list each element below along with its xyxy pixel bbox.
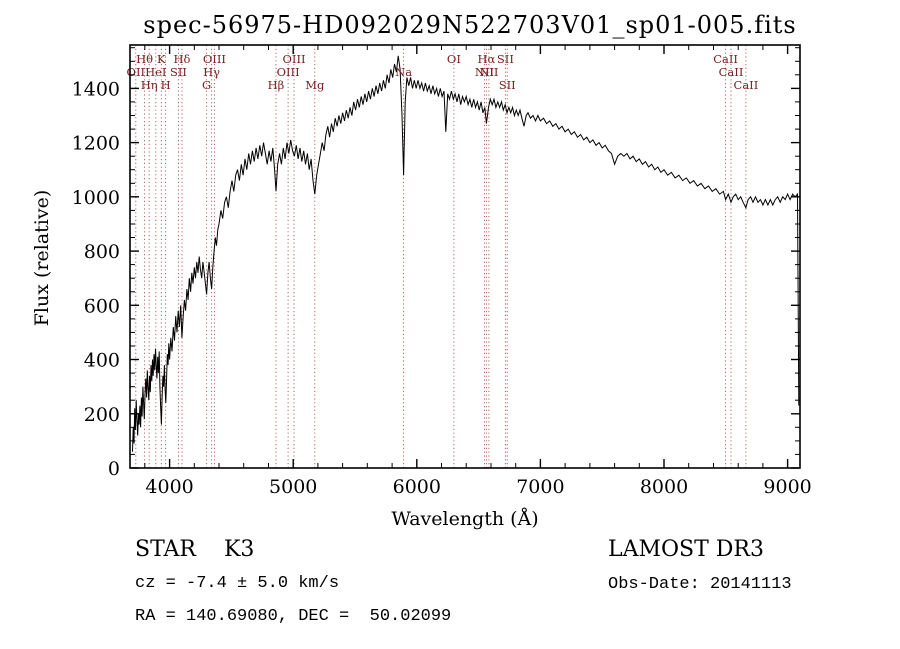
spectral-line-label-G: G	[202, 78, 211, 92]
radial-velocity-text: cz = -7.4 ± 5.0 km/s	[135, 574, 340, 593]
object-class-label: STAR K3	[135, 537, 255, 562]
spectral-line-label-OI: OI	[447, 52, 461, 66]
y-tick-label: 200	[84, 404, 120, 426]
plot-title: spec-56975-HD092029N522703V01_sp01-005.f…	[143, 11, 797, 39]
x-tick-label: 5000	[269, 476, 317, 498]
spectral-line-label-OIII: OIII	[203, 52, 226, 66]
spectral-line-label-OIII: OIII	[282, 52, 305, 66]
spectral-line-label-HeI: HeI	[145, 65, 166, 79]
spectral-line-label-SII: SII	[497, 52, 514, 66]
spectral-line-label-H: H	[161, 78, 171, 92]
spectrum-trace	[132, 55, 800, 452]
plot-frame	[129, 44, 801, 469]
x-tick-label: 7000	[516, 476, 564, 498]
spectral-line-label-OIII: OIII	[277, 65, 300, 79]
spectral-line-label-SII: SII	[170, 65, 187, 79]
spectral-line-label-Hη: Hη	[141, 78, 158, 92]
spectral-line-label-NII: NII	[475, 65, 494, 79]
spectral-line-label-Hθ: Hθ	[136, 52, 153, 66]
spectral-line-label-CaII: CaII	[719, 65, 744, 79]
spectral-line-label-CaII: CaII	[713, 52, 738, 66]
x-tick-label: 9000	[763, 476, 811, 498]
spectral-line-label-Hβ: Hβ	[268, 78, 285, 92]
spectral-line-label-Mg: Mg	[305, 78, 325, 92]
y-tick-label: 0	[108, 458, 120, 480]
spectral-line-label-NII: NII	[479, 65, 498, 79]
y-tick-label: 600	[84, 295, 120, 317]
survey-label: LAMOST DR3	[608, 537, 764, 562]
y-tick-label: 1200	[72, 133, 120, 155]
spectral-line-label-OII: OII	[127, 65, 146, 79]
spectral-line-label-Hδ: Hδ	[174, 52, 191, 66]
x-tick-label: 4000	[145, 476, 193, 498]
spectral-line-label-SII: SII	[499, 78, 516, 92]
spectral-line-label-K: K	[157, 52, 166, 66]
spectral-line-label-Hγ: Hγ	[203, 65, 220, 79]
x-axis-label: Wavelength (Å)	[391, 508, 539, 530]
y-tick-label: 800	[84, 241, 120, 263]
x-tick-label: 8000	[640, 476, 688, 498]
y-axis-label: Flux (relative)	[31, 189, 53, 327]
obs-date-text: Obs-Date: 20141113	[608, 575, 792, 594]
spectral-line-label-CaII: CaII	[734, 78, 759, 92]
x-tick-label: 6000	[393, 476, 441, 498]
y-tick-label: 400	[84, 350, 120, 372]
y-tick-label: 1000	[72, 187, 120, 209]
spectral-line-label-Hα: Hα	[478, 52, 496, 66]
spectral-line-label-Na: Na	[395, 65, 412, 79]
coordinates-text: RA = 140.69080, DEC = 50.02099	[135, 607, 452, 626]
y-tick-label: 1400	[72, 78, 120, 100]
